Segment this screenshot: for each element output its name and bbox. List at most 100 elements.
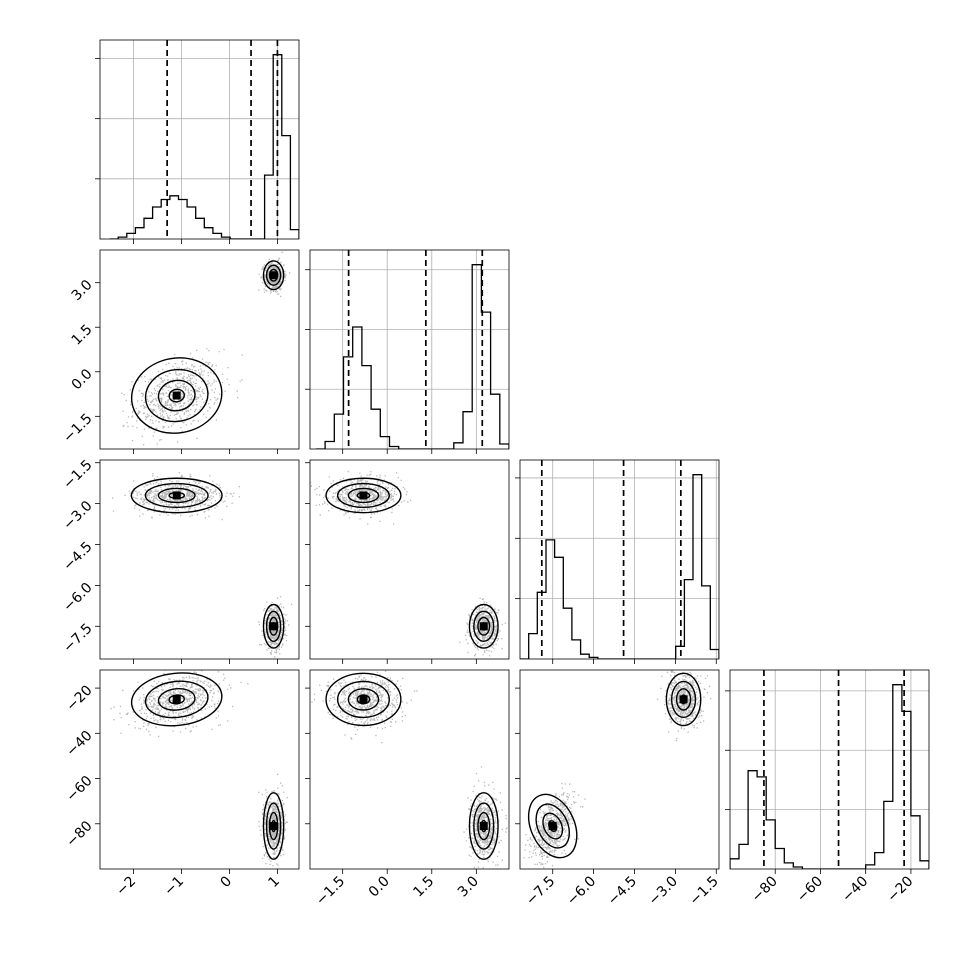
ytick-label: 1.5 <box>69 322 96 349</box>
density-contour <box>468 603 499 649</box>
sample-dots <box>463 766 508 869</box>
xtick-label: 1.5 <box>410 873 437 900</box>
density-peak <box>269 622 278 631</box>
density-contour <box>144 482 209 509</box>
histogram-bars <box>315 264 509 449</box>
histogram-bars <box>730 684 929 869</box>
density-contour <box>130 477 223 514</box>
density-peak <box>172 391 181 400</box>
sample-points <box>112 471 293 658</box>
xtick-label: −3.0 <box>646 873 681 908</box>
sample-dots <box>121 348 243 446</box>
density-contour <box>336 680 390 719</box>
panel-frame <box>99 459 300 660</box>
panel-frame <box>309 249 510 450</box>
density-contour <box>157 687 196 711</box>
density-peak <box>548 822 557 831</box>
density-contour <box>265 802 282 850</box>
xtick-label: 3.0 <box>455 873 482 900</box>
panel-frame <box>99 39 300 240</box>
density-contour <box>665 672 702 727</box>
xtick-label: 0 <box>218 873 236 891</box>
density-contour <box>336 482 390 509</box>
ytick-label: −3.0 <box>60 498 95 533</box>
ytick-label: −7.5 <box>60 621 95 656</box>
density-contour <box>268 811 279 841</box>
density-contour <box>535 803 571 849</box>
density-contour <box>542 812 564 840</box>
density-contour <box>268 268 279 282</box>
ytick-label: 3.0 <box>69 277 96 304</box>
xtick-label: −1.5 <box>687 873 722 908</box>
xtick-label: 0.0 <box>366 873 393 900</box>
density-peak <box>479 622 488 631</box>
density-contour <box>675 688 692 711</box>
density-contour <box>130 357 223 434</box>
ytick-label: −80 <box>63 818 95 850</box>
density-contour <box>144 680 209 719</box>
ytick-label: −1.5 <box>60 411 95 446</box>
histogram-bars <box>520 474 719 659</box>
ytick-label: 0.0 <box>69 366 96 393</box>
panel-3-2 <box>515 669 720 874</box>
density-contour <box>468 792 499 860</box>
xtick-label: −1.5 <box>313 873 348 908</box>
density-peak <box>359 695 368 704</box>
panel-1-1 <box>305 249 510 454</box>
sample-dots <box>311 670 418 744</box>
sample-points <box>121 251 291 446</box>
xtick-label: 1 <box>265 873 283 891</box>
density-contour <box>262 792 285 860</box>
ytick-label: −40 <box>63 728 95 760</box>
panel-2-2 <box>515 459 720 664</box>
density-contour <box>157 379 196 412</box>
density-peak <box>172 695 181 704</box>
density-contour <box>347 487 380 504</box>
panel-frame <box>309 459 510 660</box>
histogram-bars <box>109 54 299 239</box>
panel-3-3 <box>725 669 930 874</box>
density-contour <box>670 680 697 719</box>
panel-frame <box>519 669 720 870</box>
density-peak <box>359 491 368 500</box>
panel-2-1 <box>305 459 510 664</box>
density-peak <box>269 271 278 280</box>
ytick-label: −4.5 <box>60 539 95 574</box>
panel-3-1 <box>305 669 510 874</box>
xtick-label: −1 <box>161 873 187 899</box>
density-contour <box>144 368 209 423</box>
panel-0-0 <box>95 39 300 244</box>
density-contour <box>168 694 185 705</box>
density-contour <box>168 388 185 403</box>
density-contour <box>325 672 402 727</box>
density-contour <box>130 672 223 727</box>
sample-dots <box>656 670 712 742</box>
ytick-label: −6.0 <box>60 580 95 615</box>
sample-dots <box>523 782 586 868</box>
ytick-label: −60 <box>63 773 95 805</box>
sample-dots <box>459 597 506 659</box>
xtick-label: −80 <box>749 873 781 905</box>
sample-points <box>310 470 506 659</box>
sample-dots <box>110 670 249 737</box>
density-contour <box>477 616 491 636</box>
xtick-label: −60 <box>794 873 826 905</box>
panel-frame <box>99 669 300 870</box>
density-peak <box>479 822 488 831</box>
xtick-label: −40 <box>839 873 871 905</box>
density-contour <box>527 793 578 859</box>
ytick-label: −20 <box>63 682 95 714</box>
panel-frame <box>729 669 930 870</box>
density-contour <box>268 616 279 636</box>
xtick-label: −2 <box>113 873 139 899</box>
density-contour <box>477 811 491 841</box>
panel-frame <box>99 249 300 450</box>
sample-points <box>523 670 712 868</box>
ytick-label: −1.5 <box>60 457 95 492</box>
density-contour <box>356 694 371 705</box>
density-contour <box>157 487 196 504</box>
density-contour <box>265 264 282 286</box>
density-contour <box>262 603 285 649</box>
density-peak <box>269 822 278 831</box>
